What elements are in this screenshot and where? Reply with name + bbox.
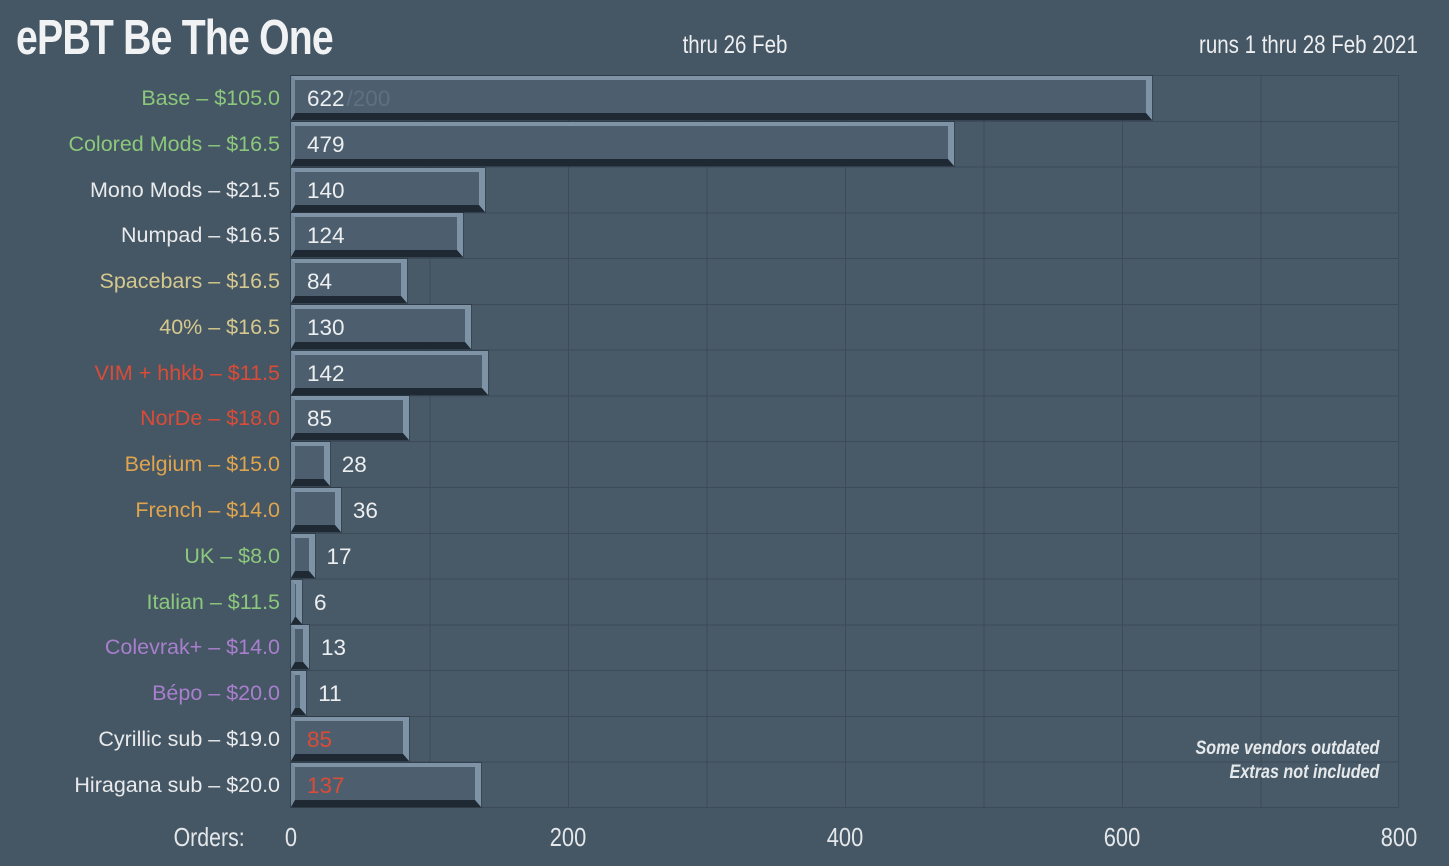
bar <box>291 76 1153 120</box>
bar <box>291 396 409 441</box>
bar <box>291 671 307 716</box>
bar-value-number: 13 <box>321 635 347 661</box>
row-label: 40% – $16.5 <box>159 314 280 339</box>
bar-value: 140 <box>307 168 345 212</box>
row-label: Numpad – $16.5 <box>121 223 280 248</box>
bar-value: 85 <box>307 717 332 761</box>
bar-value: 6 <box>314 580 327 624</box>
bar <box>291 167 485 212</box>
bar-value-number: 85 <box>307 726 333 752</box>
row-label: VIM + hhkb – $11.5 <box>94 360 280 385</box>
page-title: ePBT Be The One <box>16 11 334 65</box>
bar-value: 622/200 <box>307 76 390 120</box>
bar <box>291 259 408 304</box>
bar-value: 84 <box>307 259 332 303</box>
row-label: Colevrak+ – $14.0 <box>104 635 280 660</box>
axis-tick: 400 <box>826 822 864 852</box>
bar-value: 17 <box>327 534 352 578</box>
bar <box>291 121 955 166</box>
bar-value-number: 622 <box>307 86 345 111</box>
bar-value-number: 28 <box>341 452 367 478</box>
axis-tick: 600 <box>1103 822 1141 852</box>
footnote-line: Extras not included <box>1229 762 1379 783</box>
footnote-line: Some vendors outdated <box>1195 738 1379 759</box>
row-label: Hiragana sub – $20.0 <box>74 772 280 797</box>
axis-tick: 200 <box>549 822 587 852</box>
row-label: Bépo – $20.0 <box>152 681 280 706</box>
bar <box>291 304 472 349</box>
bar-value-number: 6 <box>314 589 327 615</box>
bar-value-number: 11 <box>318 681 342 707</box>
row-label: Spacebars – $16.5 <box>99 269 281 294</box>
run-dates-note: runs 1 thru 28 Feb 2021 <box>1199 31 1418 59</box>
bar-value: 11 <box>318 671 341 715</box>
bar-value-number: 124 <box>307 223 345 249</box>
bar-value: 13 <box>321 625 346 669</box>
bar <box>291 716 409 761</box>
bar-value: 130 <box>307 305 345 349</box>
bar-value: 137 <box>307 763 345 807</box>
bar-value-number: 479 <box>307 131 345 157</box>
bar-value: 142 <box>307 351 345 395</box>
axis-tick: 0 <box>284 822 298 852</box>
bar-value: 85 <box>307 396 332 440</box>
axis-tick: 800 <box>1380 822 1418 852</box>
bar-value: 28 <box>342 442 367 486</box>
bar-value-number: 17 <box>326 543 352 569</box>
row-label: Mono Mods – $21.5 <box>89 177 280 202</box>
bar-value: 124 <box>307 213 345 257</box>
row-label: French – $14.0 <box>135 498 280 523</box>
bar-value-number: 36 <box>352 498 378 524</box>
bar <box>291 350 488 395</box>
bar-value-number: 140 <box>307 177 345 203</box>
bar-value-number: 130 <box>307 314 345 340</box>
bar-value-cap: /200 <box>346 86 391 111</box>
bar-value-number: 142 <box>307 360 345 386</box>
row-label: Belgium – $15.0 <box>124 452 280 477</box>
row-label: Base – $105.0 <box>141 86 280 110</box>
bar <box>291 625 309 670</box>
bar <box>291 579 302 624</box>
row-label: Cyrillic sub – $19.0 <box>98 726 280 751</box>
row-label: Colored Mods – $16.5 <box>68 131 280 156</box>
bar-value: 36 <box>353 488 378 532</box>
bar-value-number: 85 <box>307 406 333 432</box>
row-label: Italian – $11.5 <box>146 589 280 614</box>
bar <box>291 533 315 578</box>
row-label: UK – $8.0 <box>184 543 280 568</box>
axis-label: Orders: <box>173 822 245 852</box>
bar <box>291 213 463 258</box>
bar <box>291 488 341 533</box>
bar-value-number: 84 <box>307 269 333 295</box>
bar-value-number: 137 <box>307 772 345 798</box>
bar <box>291 442 330 487</box>
bar-value: 479 <box>307 122 345 166</box>
bar <box>291 762 481 807</box>
date-note: thru 26 Feb <box>682 31 788 59</box>
footnotes: Some vendors outdated Extras not include… <box>1195 737 1379 785</box>
row-label: NorDe – $18.0 <box>140 406 280 431</box>
